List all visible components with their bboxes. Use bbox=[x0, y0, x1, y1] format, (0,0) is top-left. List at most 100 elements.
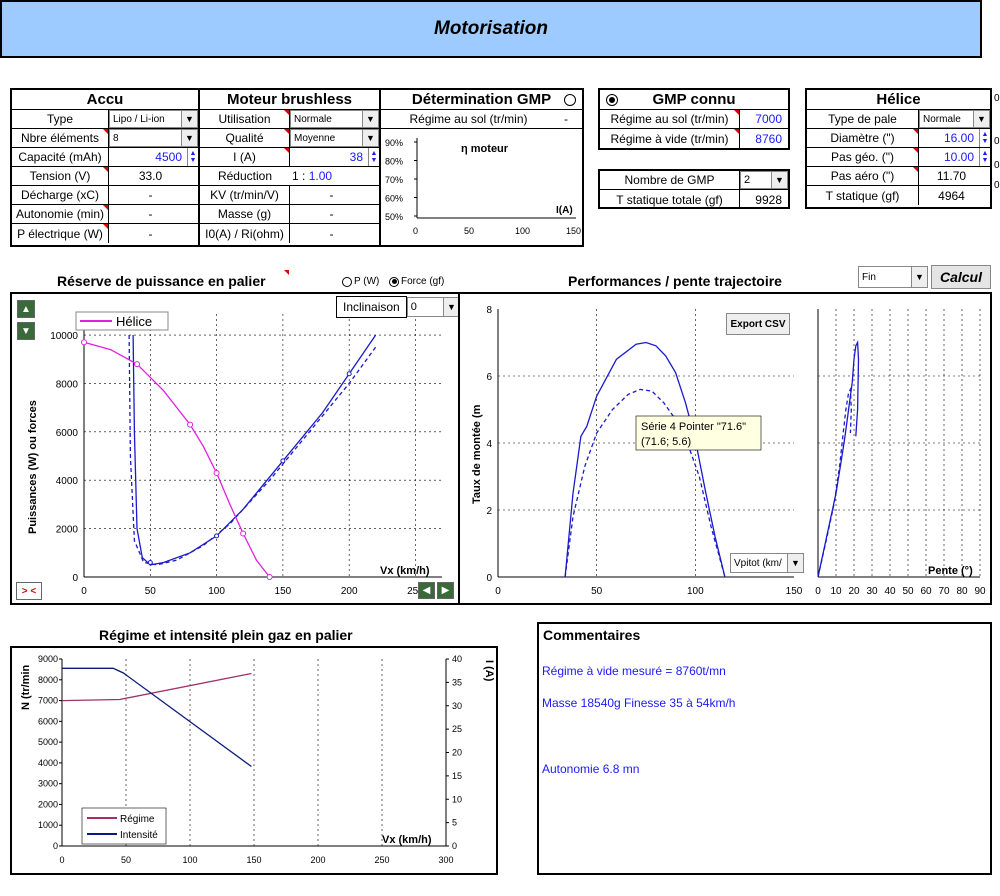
moteur-reduction-field[interactable]: 1 : 1.00 bbox=[290, 167, 379, 185]
gmp-connu-radio[interactable] bbox=[606, 94, 618, 106]
moteur-i-label: I (A) bbox=[200, 148, 290, 166]
moteur-qualite-select[interactable]: Moyenne ▼ bbox=[290, 129, 379, 147]
spinner-icon[interactable]: ▲ ▼ bbox=[368, 148, 379, 166]
spinner-icon[interactable]: ▲ ▼ bbox=[979, 129, 990, 147]
inclinaison-select[interactable]: 0 ▼ bbox=[406, 297, 460, 317]
accu-nbre-value: 8 bbox=[113, 132, 119, 144]
spinner-icon[interactable]: ▲ ▼ bbox=[979, 148, 990, 166]
reserve-helice-point bbox=[81, 339, 87, 346]
reserve-y-tick-label: 10000 bbox=[50, 331, 78, 342]
helice-type-select[interactable]: Normale ▼ bbox=[919, 110, 990, 128]
helice-pasgeo-value: 10.00 bbox=[943, 150, 974, 164]
perf-chart-panel: 8 6 4 2 0 0 50 100 150 Taux de montée (m Série … bbox=[458, 292, 806, 605]
reserve-x-tick-label: 0 bbox=[81, 586, 87, 597]
moteur-utilisation-select[interactable]: Normale ▼ bbox=[290, 110, 379, 128]
regime-series-line bbox=[61, 672, 252, 702]
eta-y-tick-label: 70% bbox=[385, 175, 403, 185]
radio-icon bbox=[342, 276, 352, 287]
perf-select-value: Fin bbox=[862, 271, 876, 283]
eta-x-label: I(A) bbox=[556, 205, 573, 216]
calcul-button[interactable]: Calcul bbox=[931, 265, 991, 289]
regime-y-tick-label: 5000 bbox=[38, 737, 58, 747]
perf-series-line bbox=[564, 388, 726, 578]
regime-y-tick-label: 4000 bbox=[38, 758, 58, 768]
regime-legend-box bbox=[81, 807, 167, 845]
commentaire-line: Régime à vide mesuré = 8760t/mn bbox=[542, 664, 726, 678]
eta-chart-title: η moteur bbox=[461, 143, 509, 155]
swap-button[interactable]: > < bbox=[16, 582, 42, 600]
gmp-det-radio[interactable] bbox=[564, 94, 576, 106]
reserve-radio-f[interactable]: Force (gf) bbox=[389, 276, 444, 287]
perf-series-line bbox=[564, 341, 726, 578]
gmp-nombre-label: Nombre de GMP bbox=[600, 171, 740, 189]
perf-tooltip-line2: (71.6; 5.6) bbox=[641, 436, 691, 448]
pente-series-line bbox=[817, 386, 852, 578]
radio-selected-dot bbox=[609, 97, 615, 103]
helice-diam-field[interactable]: 16.00 ▲ ▼ bbox=[919, 129, 990, 147]
accu-autonomie-label: Autonomie (min) bbox=[12, 205, 109, 223]
chevron-down-icon: ▼ bbox=[362, 111, 378, 127]
regime-legend-regime: Régime bbox=[120, 814, 155, 825]
moteur-i0-value: - bbox=[329, 226, 334, 241]
reserve-series-line bbox=[132, 334, 377, 566]
accu-type-label: Type bbox=[12, 110, 109, 128]
accu-type-select[interactable]: Lipo / Li-ion ▼ bbox=[109, 110, 198, 128]
accu-capacite-value: 4500 bbox=[155, 150, 182, 164]
gmp-connu-title-row: GMP connu bbox=[600, 90, 788, 110]
moteur-reduction-label: Réduction bbox=[217, 169, 273, 183]
reserve-y-tick-label: 6000 bbox=[56, 428, 79, 439]
helice-pasgeo-field[interactable]: 10.00 ▲ ▼ bbox=[919, 148, 990, 166]
page-banner: Motorisation bbox=[0, 0, 982, 58]
helice-pasaero-label: Pas aéro (") bbox=[807, 167, 919, 185]
commentaires-panel[interactable]: Commentaires Régime à vide mesuré = 8760… bbox=[537, 622, 992, 875]
gmp-connu-title: GMP connu bbox=[652, 91, 736, 108]
scroll-left-button[interactable]: ◀ bbox=[418, 582, 435, 599]
triangle-down-icon: ▼ bbox=[21, 325, 31, 337]
perf-y-tick-label: 2 bbox=[486, 506, 492, 517]
accu-nbre-select[interactable]: 8 ▼ bbox=[109, 129, 198, 147]
reserve-y-label: Puissances (W) ou forces bbox=[27, 400, 39, 534]
reserve-helice-point bbox=[266, 574, 273, 580]
accu-tension-label: Tension (V) bbox=[12, 167, 109, 185]
gmp-nombre-select[interactable]: 2 ▼ bbox=[740, 171, 788, 189]
perf-select[interactable]: Fin ▼ bbox=[858, 266, 928, 288]
accu-autonomie-value: - bbox=[148, 207, 153, 221]
chevron-down-icon: ▼ bbox=[787, 554, 803, 572]
reserve-radio-p[interactable]: P (W) bbox=[342, 276, 379, 287]
gmp-regime-vide-value[interactable]: 8760 bbox=[755, 131, 782, 146]
perf-tooltip-line1: Série 4 Pointer "71.6" bbox=[641, 421, 746, 433]
moteur-reduction-prefix: 1 : bbox=[292, 169, 306, 183]
pente-series-line bbox=[817, 340, 860, 578]
calcul-button-label: Calcul bbox=[939, 269, 982, 285]
scroll-down-button[interactable]: ▼ bbox=[17, 322, 35, 340]
eta-y-tick-label: 60% bbox=[385, 194, 403, 204]
regime-y2-tick-label: 20 bbox=[452, 748, 462, 758]
helice-type-label: Type de pale bbox=[807, 110, 919, 128]
chevron-down-icon: ▼ bbox=[181, 111, 197, 127]
helice-edge-value: 0 bbox=[994, 93, 1000, 104]
regime-y-tick-label: 6000 bbox=[38, 716, 58, 726]
spinner-icon[interactable]: ▲ ▼ bbox=[187, 148, 198, 166]
moteur-i-field[interactable]: 38 ▲ ▼ bbox=[290, 148, 379, 166]
regime-y2-tick-label: 0 bbox=[452, 841, 457, 851]
regime-y2-tick-label: 10 bbox=[452, 794, 462, 804]
scroll-right-button[interactable]: ▶ bbox=[437, 582, 454, 599]
accu-title: Accu bbox=[12, 90, 198, 110]
gmp-regime-sol-value[interactable]: 7000 bbox=[755, 112, 782, 126]
reserve-legend-label: Hélice bbox=[116, 314, 152, 329]
eta-y-tick-label: 80% bbox=[385, 157, 403, 167]
moteur-reduction-value: 1.00 bbox=[308, 169, 333, 183]
vpitot-select[interactable]: Vpitot (km/ ▼ bbox=[730, 553, 804, 573]
radio-icon bbox=[389, 276, 399, 287]
accu-capacite-field[interactable]: 4500 ▲ ▼ bbox=[109, 148, 198, 166]
regime-y-tick-label: 9000 bbox=[38, 654, 58, 664]
regime-x-tick-label: 50 bbox=[121, 855, 131, 865]
gmp-regime-vide-label: Régime à vide (tr/min) bbox=[600, 129, 740, 148]
reserve-y-tick-label: 4000 bbox=[56, 476, 79, 487]
triangle-left-icon: ◀ bbox=[422, 585, 431, 596]
pente-x-tick-label: 80 bbox=[956, 586, 968, 597]
scroll-up-button[interactable]: ▲ bbox=[17, 300, 35, 318]
export-csv-button[interactable]: Export CSV bbox=[726, 313, 790, 335]
chevron-down-icon: ▼ bbox=[771, 172, 787, 188]
regime-y-tick-label: 7000 bbox=[38, 696, 58, 706]
